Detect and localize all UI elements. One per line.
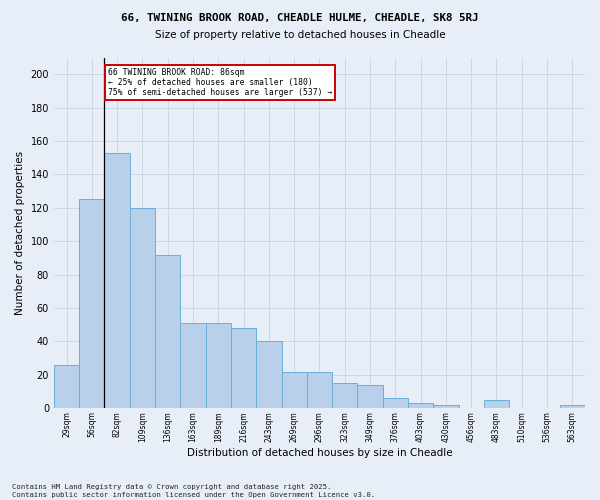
Bar xyxy=(181,323,206,408)
Y-axis label: Number of detached properties: Number of detached properties xyxy=(15,151,25,315)
Bar xyxy=(256,342,281,408)
Bar xyxy=(408,404,433,408)
Bar xyxy=(79,200,104,408)
Bar xyxy=(332,383,358,408)
Bar xyxy=(433,405,458,408)
Bar xyxy=(484,400,509,408)
Bar xyxy=(358,385,383,408)
Bar xyxy=(560,405,585,408)
Bar xyxy=(307,372,332,408)
Bar xyxy=(54,365,79,408)
Bar xyxy=(383,398,408,408)
Text: Size of property relative to detached houses in Cheadle: Size of property relative to detached ho… xyxy=(155,30,445,40)
Bar xyxy=(231,328,256,408)
Text: 66 TWINING BROOK ROAD: 86sqm
← 25% of detached houses are smaller (180)
75% of s: 66 TWINING BROOK ROAD: 86sqm ← 25% of de… xyxy=(108,68,332,98)
Text: 66, TWINING BROOK ROAD, CHEADLE HULME, CHEADLE, SK8 5RJ: 66, TWINING BROOK ROAD, CHEADLE HULME, C… xyxy=(121,12,479,22)
Bar xyxy=(155,254,181,408)
Bar xyxy=(206,323,231,408)
Bar xyxy=(130,208,155,408)
Bar xyxy=(281,372,307,408)
X-axis label: Distribution of detached houses by size in Cheadle: Distribution of detached houses by size … xyxy=(187,448,452,458)
Text: Contains HM Land Registry data © Crown copyright and database right 2025.
Contai: Contains HM Land Registry data © Crown c… xyxy=(12,484,375,498)
Bar xyxy=(104,152,130,408)
